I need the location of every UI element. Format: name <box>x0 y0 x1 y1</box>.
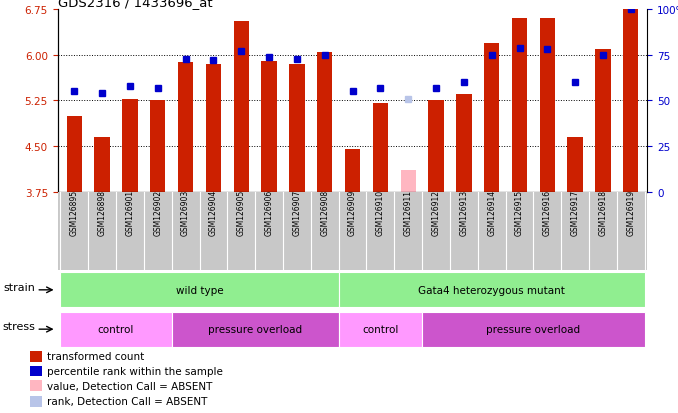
Bar <box>567 138 583 192</box>
Bar <box>512 19 527 192</box>
Bar <box>66 116 82 192</box>
Bar <box>623 10 639 192</box>
Bar <box>401 171 416 192</box>
Bar <box>94 138 110 192</box>
Bar <box>373 104 388 192</box>
Bar <box>60 273 338 308</box>
Bar <box>234 22 249 192</box>
Bar <box>262 62 277 192</box>
Bar <box>172 312 338 347</box>
Bar <box>595 50 611 192</box>
Text: stress: stress <box>3 322 36 332</box>
Text: wild type: wild type <box>176 285 223 295</box>
Text: percentile rank within the sample: percentile rank within the sample <box>47 366 222 376</box>
Text: transformed count: transformed count <box>47 351 144 361</box>
Bar <box>338 312 422 347</box>
Text: strain: strain <box>4 282 36 292</box>
Bar <box>338 273 645 308</box>
Bar <box>428 101 443 192</box>
Bar <box>31 351 42 362</box>
Bar <box>317 53 332 192</box>
Text: control: control <box>98 324 134 335</box>
Bar <box>31 366 42 377</box>
Bar <box>178 63 193 192</box>
Text: pressure overload: pressure overload <box>486 324 580 335</box>
Bar <box>150 101 165 192</box>
Text: pressure overload: pressure overload <box>208 324 302 335</box>
Bar <box>122 100 138 192</box>
Bar <box>422 312 645 347</box>
Bar <box>290 65 304 192</box>
Bar <box>456 95 471 192</box>
Bar <box>345 150 360 192</box>
Text: rank, Detection Call = ABSENT: rank, Detection Call = ABSENT <box>47 396 207 406</box>
Bar <box>60 312 172 347</box>
Text: GDS2316 / 1433696_at: GDS2316 / 1433696_at <box>58 0 212 9</box>
Bar <box>484 44 499 192</box>
Text: value, Detection Call = ABSENT: value, Detection Call = ABSENT <box>47 381 212 391</box>
Bar <box>540 19 555 192</box>
Text: Gata4 heterozygous mutant: Gata4 heterozygous mutant <box>418 285 565 295</box>
Text: control: control <box>362 324 399 335</box>
Bar <box>31 396 42 406</box>
Bar <box>206 65 221 192</box>
Bar <box>31 380 42 391</box>
